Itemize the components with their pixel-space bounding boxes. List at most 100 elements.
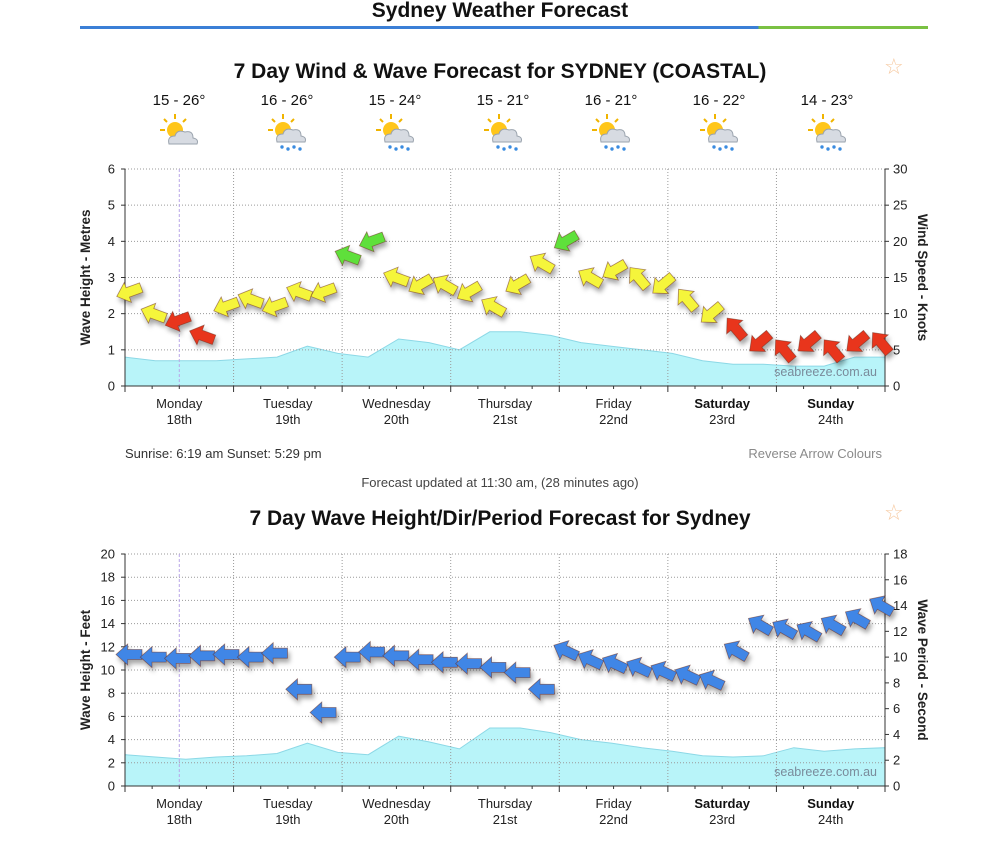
wind-arrow (529, 252, 556, 275)
partly-cloudy-icon (160, 114, 198, 145)
date-label: 24th (818, 412, 843, 427)
showers-icon (268, 114, 306, 151)
day-label: Saturday (694, 396, 750, 411)
day-label: Tuesday (263, 396, 313, 411)
wave-arrow (115, 643, 143, 666)
reverse-arrow-colours-link[interactable]: Reverse Arrow Colours (748, 446, 882, 461)
y2-tick-label: 0 (893, 779, 900, 794)
showers-icon (592, 114, 630, 151)
y2-tick-label: 30 (893, 162, 907, 177)
date-label: 23rd (709, 812, 735, 827)
wave-arrow (698, 669, 726, 691)
wave-arrow (796, 620, 823, 643)
wave-arrow (869, 595, 896, 617)
wave-arrow (260, 641, 288, 665)
wave-arrow (188, 644, 216, 668)
y-tick-label: 12 (101, 639, 115, 654)
wind-arrow (700, 300, 725, 324)
y2-tick-label: 5 (893, 342, 900, 357)
wind-chart-title: 7 Day Wind & Wave Forecast for SYDNEY (C… (233, 60, 767, 83)
date-label: 22nd (599, 812, 628, 827)
wave-arrow (285, 677, 313, 701)
wave-arrow (772, 618, 799, 641)
wind-arrow (629, 267, 652, 292)
wave-arrow (844, 608, 872, 630)
wave-arrow (333, 645, 361, 669)
date-label: 22nd (599, 412, 628, 427)
day-forecast: 14 - 23° (773, 92, 881, 152)
y2-axis-title: Wave Period - Second (915, 599, 930, 740)
wind-arrow (749, 329, 774, 352)
showers-icon (484, 114, 522, 151)
wind-arrow (358, 230, 387, 253)
arrow-series (115, 595, 896, 724)
day-forecast: 16 - 21° (557, 92, 665, 152)
forecast-updated: Forecast updated at 11:30 am, (28 minute… (361, 475, 639, 490)
day-label: Monday (156, 396, 203, 411)
date-label: 20th (384, 812, 409, 827)
y-tick-label: 20 (101, 547, 115, 562)
day-label: Friday (596, 396, 633, 411)
wind-arrow (116, 281, 144, 304)
y-tick-label: 1 (108, 342, 115, 357)
day-forecast: 16 - 22° (665, 92, 773, 152)
y2-tick-label: 25 (893, 198, 907, 213)
wind-arrow (774, 339, 797, 364)
y-tick-label: 6 (108, 162, 115, 177)
date-label: 21st (493, 812, 518, 827)
wave-arrow (430, 650, 458, 674)
wave-arrow (455, 652, 483, 675)
wave-arrow (382, 644, 410, 668)
page-title: Sydney Weather Forecast (371, 0, 629, 22)
day-forecast: 15 - 21° (449, 92, 557, 152)
wind-arrow (432, 274, 459, 297)
wave-arrow (577, 648, 605, 671)
watermark: seabreeze.com.au (774, 765, 877, 779)
daily-temperature-row: 15 - 26° 16 - 26° 15 - 24° 15 - 21° (125, 92, 885, 162)
y-tick-label: 18 (101, 570, 115, 585)
wind-arrow (456, 280, 483, 303)
wave-arrow (820, 614, 847, 637)
date-label: 24th (818, 812, 843, 827)
wave-arrow (553, 639, 581, 662)
y2-tick-label: 18 (893, 547, 907, 562)
wave-arrow (723, 640, 750, 663)
y-tick-label: 6 (108, 709, 115, 724)
y-tick-label: 4 (108, 234, 115, 249)
wind-arrow (261, 295, 289, 318)
day-forecast: 15 - 26° (125, 92, 233, 152)
showers-icon (700, 114, 738, 151)
y-tick-label: 5 (108, 198, 115, 213)
day-label: Sunday (807, 396, 855, 411)
wave-arrow (236, 645, 264, 669)
wave-arrow (212, 643, 240, 666)
favourite-star-icon[interactable]: ☆ (884, 54, 904, 79)
day-forecast: 15 - 24° (341, 92, 449, 152)
y2-tick-label: 15 (893, 270, 907, 285)
date-label: 23rd (709, 412, 735, 427)
day-label: Wednesday (362, 796, 431, 811)
y2-tick-label: 10 (893, 306, 907, 321)
wind-arrow (677, 288, 700, 313)
wind-arrow (237, 288, 265, 310)
wind-arrow (140, 302, 168, 325)
wave-height-area (124, 727, 886, 787)
wind-arrow (383, 266, 411, 288)
wind-arrow (846, 329, 871, 352)
y2-tick-label: 4 (893, 727, 900, 742)
wave-period-chart: 0 2 4 6 8 10 12 14 16 18 20 0 2 4 6 8 10 12 14 16 18 Monday18… (78, 547, 930, 828)
date-label: 21st (493, 412, 518, 427)
wind-arrow (286, 280, 314, 303)
y-tick-label: 4 (108, 732, 115, 747)
y2-tick-label: 2 (893, 753, 900, 768)
wave-arrow (626, 656, 653, 678)
wind-arrow (334, 244, 362, 267)
y-tick-label: 14 (101, 616, 115, 631)
wind-arrow (823, 339, 846, 364)
favourite-star-icon[interactable]: ☆ (884, 500, 904, 525)
wave-arrow (358, 640, 386, 664)
wind-arrow (213, 295, 241, 318)
wind-arrow (871, 332, 894, 357)
wind-arrow (164, 310, 192, 332)
